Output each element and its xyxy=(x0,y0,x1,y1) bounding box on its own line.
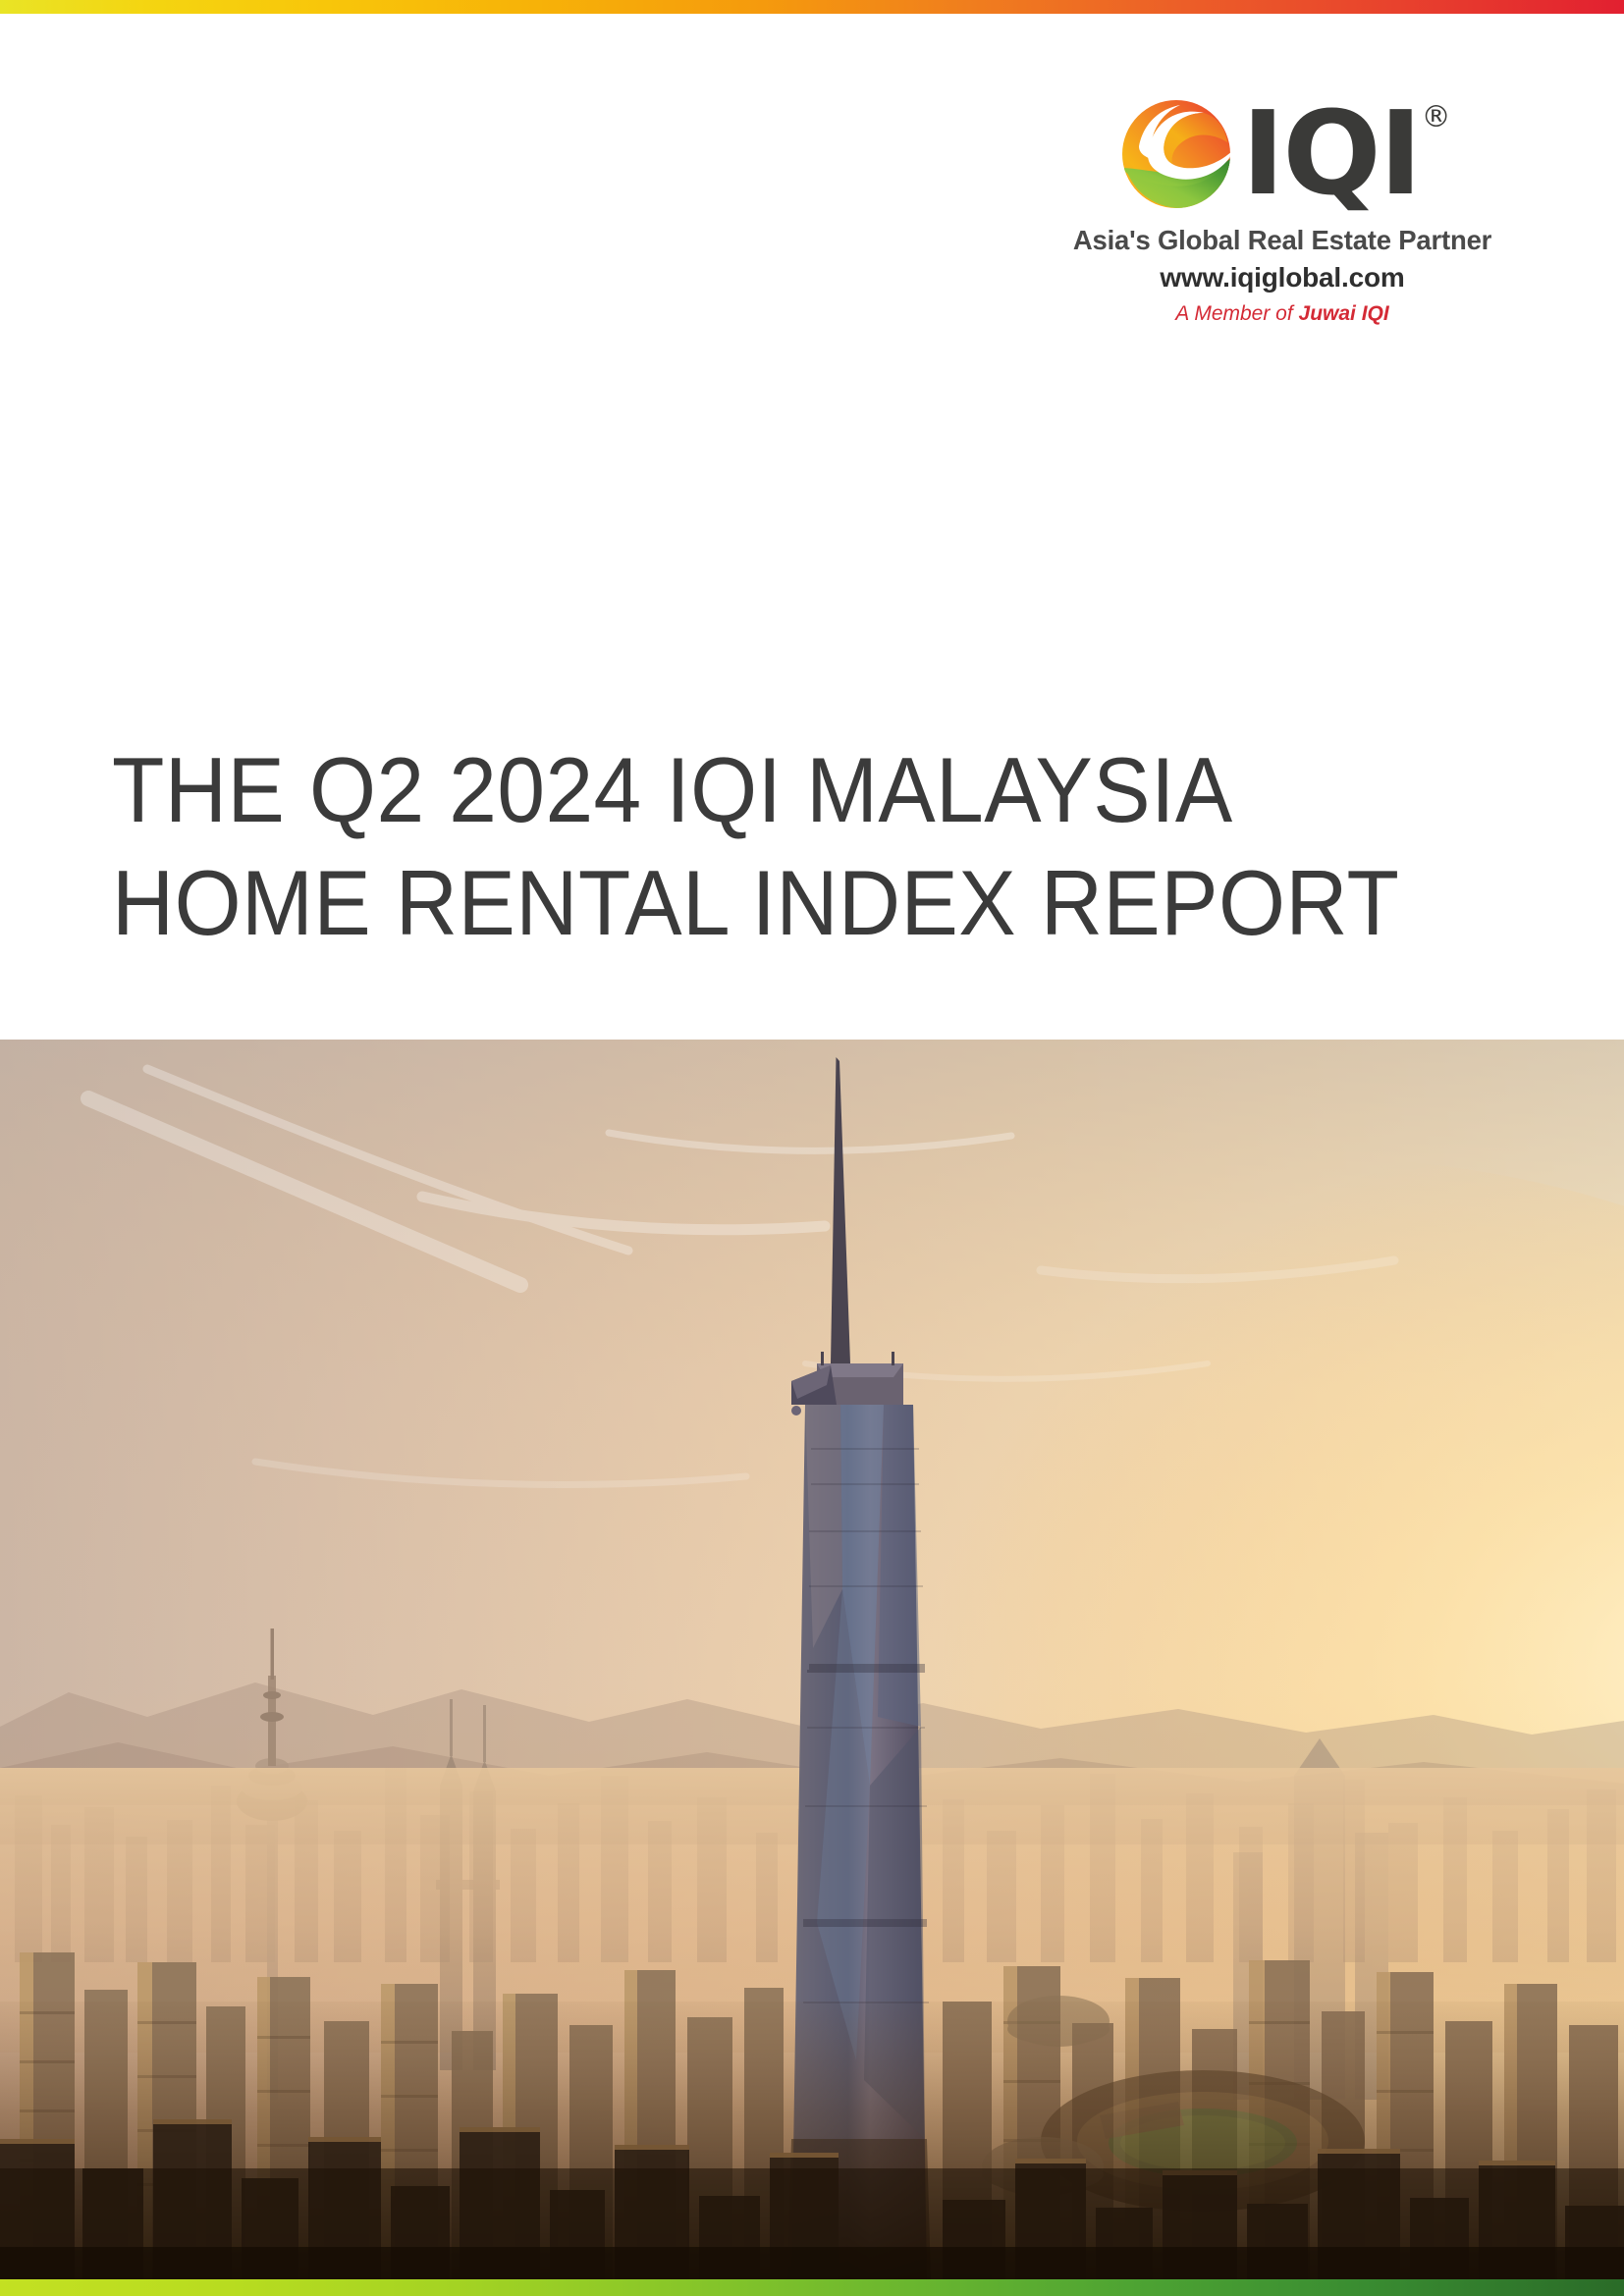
brand-logo-block: IQI ® Asia's Global Real Estate Partner … xyxy=(1047,90,1518,328)
brand-tagline: Asia's Global Real Estate Partner xyxy=(1072,225,1492,255)
logo-lockup: IQI ® xyxy=(1047,90,1518,218)
top-gradient-bar xyxy=(0,0,1624,14)
registered-trademark-icon: ® xyxy=(1421,100,1451,135)
kuala-lumpur-skyline-sunset-photo xyxy=(0,1040,1624,2279)
iqi-wordmark-text: IQI xyxy=(1241,85,1422,222)
member-of-brand: Juwai IQI xyxy=(1298,302,1389,326)
page-title-line-2: HOME RENTAL INDEX REPORT xyxy=(112,850,1400,954)
page-title-line-1: THE Q2 2024 IQI MALAYSIA xyxy=(112,738,1233,841)
brand-website: www.iqiglobal.com xyxy=(1160,261,1405,293)
member-of-line: A Member of Juwai IQI xyxy=(1047,299,1518,328)
bottom-gradient-bar xyxy=(0,2279,1624,2296)
iqi-wordmark: IQI ® xyxy=(1241,85,1451,222)
member-of-prefix: A Member of xyxy=(1175,302,1299,326)
iqi-sphere-logo-icon xyxy=(1122,100,1231,208)
page-title: THE Q2 2024 IQI MALAYSIA HOME RENTAL IND… xyxy=(112,734,1516,959)
